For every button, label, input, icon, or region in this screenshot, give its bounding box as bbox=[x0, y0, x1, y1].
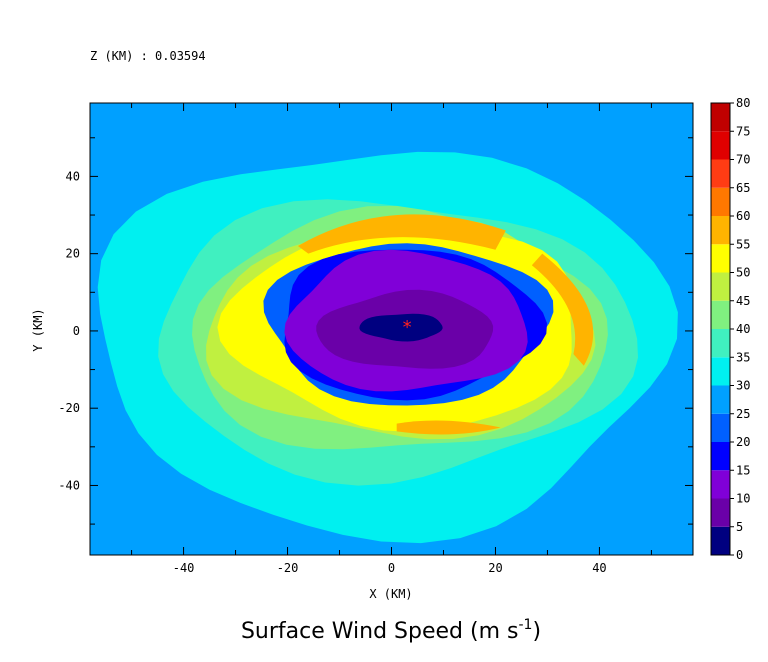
colorbar-swatch bbox=[711, 385, 730, 414]
colorbar-label: 20 bbox=[736, 435, 750, 449]
colorbar-swatch bbox=[711, 470, 730, 499]
colorbar-label: 0 bbox=[736, 548, 743, 562]
colorbar-swatch bbox=[711, 442, 730, 471]
colorbar-label: 5 bbox=[736, 520, 743, 534]
colorbar-label: 80 bbox=[736, 96, 750, 110]
colorbar-swatch bbox=[711, 187, 730, 216]
x-axis-label: X (KM) bbox=[369, 587, 412, 601]
y-axis-label: Y (KM) bbox=[31, 308, 45, 351]
axis-ticks bbox=[90, 103, 693, 555]
colorbar-swatch bbox=[711, 498, 730, 527]
colorbar-label: 45 bbox=[736, 294, 750, 308]
colorbar-label: 15 bbox=[736, 463, 750, 477]
colorbar: 0 5 10 15 20 25 30 35 40 45 50 55 60 65 70 75 80 bbox=[710, 96, 750, 562]
colorbar-swatch bbox=[711, 216, 730, 245]
chart-title: Surface Wind Speed (m s-1) bbox=[241, 617, 541, 644]
wind-max-south bbox=[396, 420, 501, 435]
tick-labels: -40 -20 0 20 40 -40 -20 0 20 40 bbox=[58, 169, 606, 575]
storm-center-marker: * bbox=[403, 317, 412, 338]
colorbar-swatch bbox=[711, 329, 730, 358]
y-tick-label: 40 bbox=[66, 169, 80, 183]
colorbar-label: 60 bbox=[736, 209, 750, 223]
wind-max-north-arc bbox=[297, 214, 506, 254]
colorbar-swatch bbox=[711, 272, 730, 301]
colorbar-label: 25 bbox=[736, 407, 750, 421]
contour-plot: * bbox=[90, 103, 693, 555]
colorbar-swatch bbox=[711, 526, 730, 555]
colorbar-swatch bbox=[711, 103, 730, 132]
x-tick-label: -20 bbox=[277, 561, 299, 575]
wind-max-east-arc bbox=[531, 253, 594, 366]
x-tick-label: 40 bbox=[592, 561, 606, 575]
colorbar-swatch bbox=[711, 244, 730, 273]
colorbar-label: 65 bbox=[736, 181, 750, 195]
colorbar-label: 40 bbox=[736, 322, 750, 336]
colorbar-label: 10 bbox=[736, 492, 750, 506]
colorbar-swatch bbox=[711, 159, 730, 188]
colorbar-swatch bbox=[711, 131, 730, 160]
colorbar-swatch bbox=[711, 357, 730, 386]
x-tick-label: 0 bbox=[388, 561, 395, 575]
contour-band-0-5 bbox=[359, 313, 443, 342]
y-tick-label: 0 bbox=[73, 324, 80, 338]
x-tick-label: -40 bbox=[173, 561, 195, 575]
colorbar-label: 30 bbox=[736, 379, 750, 393]
contour-regions: * bbox=[97, 151, 678, 544]
colorbar-label: 55 bbox=[736, 237, 750, 251]
colorbar-label: 35 bbox=[736, 350, 750, 364]
y-tick-label: -20 bbox=[58, 401, 80, 415]
colorbar-swatch bbox=[711, 413, 730, 442]
level-header: Z (KM) : 0.03594 bbox=[90, 49, 206, 63]
y-tick-label: -40 bbox=[58, 478, 80, 492]
colorbar-label: 50 bbox=[736, 266, 750, 280]
colorbar-label: 75 bbox=[736, 124, 750, 138]
y-tick-label: 20 bbox=[66, 247, 80, 261]
x-tick-label: 20 bbox=[488, 561, 502, 575]
colorbar-label: 70 bbox=[736, 153, 750, 167]
colorbar-swatch bbox=[711, 300, 730, 329]
